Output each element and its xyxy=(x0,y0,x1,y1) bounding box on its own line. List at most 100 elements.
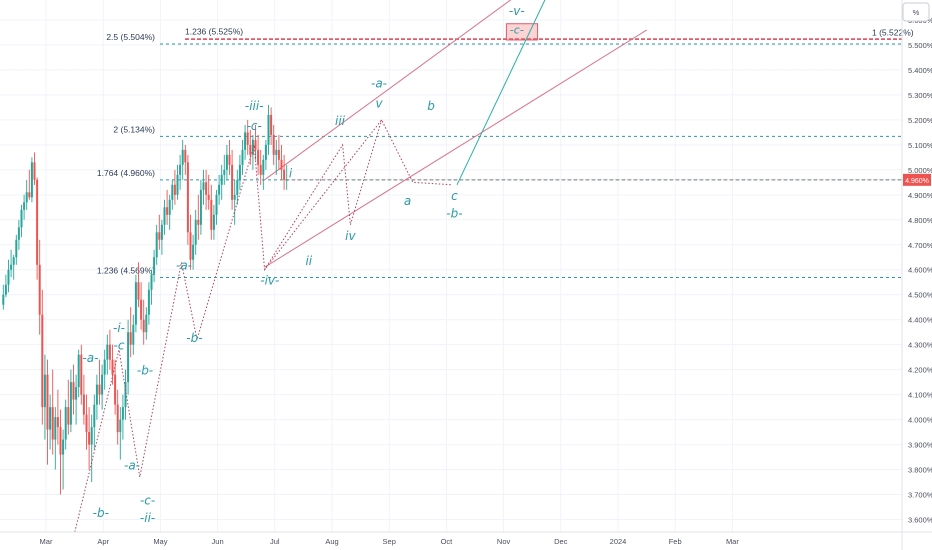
wave-label: -v- xyxy=(509,4,525,18)
wave-labels: ( a )-v--c--a-vb-iii--c-iiiiac-b-ivii-iv… xyxy=(82,4,525,525)
candle xyxy=(212,204,215,240)
candle-body xyxy=(212,214,215,230)
candle-body xyxy=(277,149,280,160)
wave-label: iii xyxy=(335,114,346,128)
candle xyxy=(59,409,62,495)
candle xyxy=(116,389,119,445)
candle-body xyxy=(270,114,273,135)
candle xyxy=(114,359,117,415)
candle xyxy=(246,119,249,155)
candle xyxy=(75,374,78,425)
x-tick-label: Feb xyxy=(669,537,682,546)
y-tick-label: 5.200% xyxy=(908,116,932,125)
candle-body xyxy=(67,407,70,425)
candle-body xyxy=(103,359,106,375)
candle-body xyxy=(72,382,75,400)
wave-path xyxy=(264,119,383,270)
candle-body xyxy=(236,179,239,195)
candle-body xyxy=(186,162,189,233)
candle xyxy=(38,239,41,335)
y-tick-label: 5.400% xyxy=(908,66,932,75)
candle-body xyxy=(30,162,33,198)
candle xyxy=(62,429,65,490)
candle xyxy=(160,219,163,255)
candle-body xyxy=(90,427,93,445)
channel-line xyxy=(264,29,648,268)
candle-body xyxy=(171,184,174,200)
unit-button[interactable] xyxy=(902,2,930,22)
candle xyxy=(275,139,278,175)
candle xyxy=(101,364,104,410)
candle-body xyxy=(210,199,213,230)
y-tick-label: 3.900% xyxy=(908,441,932,450)
x-tick-label: 2024 xyxy=(610,537,627,546)
wave-label: i xyxy=(289,166,293,180)
candle xyxy=(207,174,210,210)
candle xyxy=(173,169,176,205)
x-tick-label: Jun xyxy=(212,537,224,546)
candle-body xyxy=(228,154,231,165)
candle xyxy=(192,234,195,270)
candle xyxy=(90,414,93,483)
candle-body xyxy=(43,374,46,408)
candle-body xyxy=(264,144,267,160)
wave-label: a xyxy=(404,194,411,208)
y-tick-label: 4.400% xyxy=(908,316,932,325)
candle xyxy=(12,254,15,280)
candle-body xyxy=(77,354,80,388)
candle xyxy=(168,194,171,230)
candle xyxy=(223,154,226,185)
candle-body xyxy=(140,299,143,320)
candle-body xyxy=(257,149,260,165)
candle-body xyxy=(251,139,254,155)
candle xyxy=(98,359,101,405)
x-tick-label: Mar xyxy=(40,537,53,546)
candle-body xyxy=(145,314,148,333)
x-tick-label: Jul xyxy=(270,537,280,546)
x-tick-label: May xyxy=(153,537,167,546)
wave-label: -iii- xyxy=(245,99,264,113)
y-tick-label: 4.700% xyxy=(908,241,932,250)
candle xyxy=(4,274,7,298)
x-tick-label: Aug xyxy=(325,537,338,546)
candle xyxy=(199,179,202,235)
candle-body xyxy=(59,427,62,455)
candle xyxy=(186,154,189,245)
wave-path xyxy=(74,118,452,533)
candle-body xyxy=(168,199,171,215)
candle xyxy=(166,189,169,225)
candle-body xyxy=(75,387,78,400)
candle xyxy=(176,164,179,200)
candle-body xyxy=(132,324,135,345)
candle xyxy=(54,407,57,470)
candle-body xyxy=(56,417,59,428)
candle-body xyxy=(119,419,122,433)
candle xyxy=(134,274,137,333)
target-level-label: 1 (5.522%) xyxy=(872,27,914,37)
candle-body xyxy=(202,182,205,190)
candle xyxy=(23,194,26,220)
candle xyxy=(43,354,46,440)
candle-body xyxy=(93,404,96,428)
candle xyxy=(150,269,153,305)
candle-body xyxy=(4,284,7,295)
y-tick-label: 4.800% xyxy=(908,216,932,225)
candle-body xyxy=(215,194,218,215)
wave-label: -i- xyxy=(113,321,125,335)
y-tick-label: 4.300% xyxy=(908,341,932,350)
candle xyxy=(171,179,174,210)
candle xyxy=(28,169,31,200)
candle-body xyxy=(116,404,119,433)
candle-body xyxy=(41,314,44,408)
wave-label: -a- xyxy=(176,259,192,273)
wave-label: -a- xyxy=(124,459,140,473)
candle xyxy=(184,144,187,175)
candle-body xyxy=(262,159,265,175)
candle xyxy=(137,262,140,308)
candle xyxy=(272,124,275,165)
wave-label: -c xyxy=(114,339,125,353)
x-tick-label: Nov xyxy=(497,537,511,546)
candle-body xyxy=(33,162,36,180)
